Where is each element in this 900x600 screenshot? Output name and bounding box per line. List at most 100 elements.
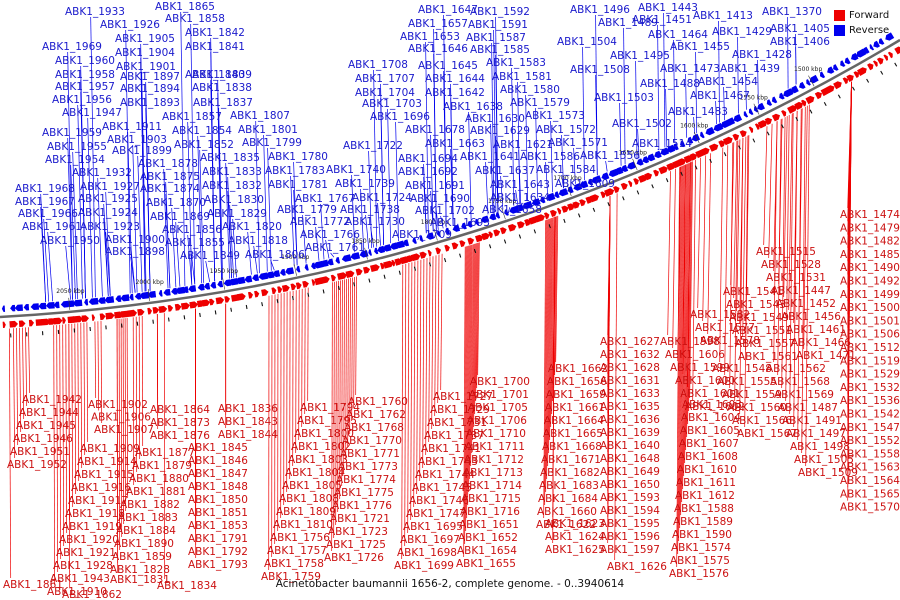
reverse-gene-arrow	[228, 278, 239, 286]
leader-line	[788, 113, 793, 311]
reverse-gene-arrow	[627, 161, 637, 170]
leader-line	[302, 214, 307, 264]
gene-label: ABK1_1590	[672, 529, 732, 541]
gene-label: ABK1_1770	[342, 435, 402, 447]
gene-label: ABK1_1612	[675, 490, 735, 502]
leader-line	[745, 135, 750, 351]
reverse-gene-arrow	[158, 290, 163, 297]
gene-label: ABK1_1741	[421, 443, 481, 455]
gene-label: ABK1_1861	[3, 579, 63, 591]
gene-label: ABK1_1705	[468, 402, 528, 414]
forward-gene-arrow	[319, 276, 330, 284]
scale-tick-label: 1700 kbp	[553, 175, 581, 182]
scale-tick-mark	[364, 247, 368, 260]
gene-label: ABK1_1519	[840, 355, 900, 367]
reverse-gene-arrow	[779, 92, 785, 100]
gene-label: ABK1_1588	[674, 503, 734, 515]
gene-label: ABK1_1642	[425, 87, 485, 99]
leader-line	[551, 217, 555, 415]
leader-line	[380, 97, 384, 245]
gene-label: ABK1_1857	[162, 111, 222, 123]
gene-label: ABK1_1541	[723, 286, 783, 298]
gene-label: ABK1_1626	[607, 561, 667, 573]
leader-line	[270, 259, 275, 271]
gene-label: ABK1_1954	[45, 154, 105, 166]
leader-line	[430, 190, 434, 232]
gene-label: ABK1_1595	[600, 518, 660, 530]
gene-label: ABK1_1932	[72, 167, 132, 179]
leader-line	[546, 219, 550, 480]
gene-label: ABK1_1924	[78, 207, 138, 219]
gene-label: ABK1_1704	[355, 87, 415, 99]
reverse-gene-arrow	[436, 230, 441, 237]
leader-line	[217, 92, 222, 280]
gene-label: ABK1_1804	[285, 467, 345, 479]
gene-label: ABK1_1859	[112, 551, 172, 563]
gene-label: ABK1_1747	[406, 508, 466, 520]
leader-line	[464, 246, 467, 545]
gene-label: ABK1_1869	[150, 211, 210, 223]
leader-line	[723, 86, 725, 121]
forward-gene-arrow	[158, 305, 168, 313]
minor-tick-mark	[795, 116, 799, 122]
reverse-gene-arrow	[531, 198, 541, 206]
reverse-gene-arrow	[311, 262, 316, 270]
gene-label: ABK1_1563	[840, 462, 900, 474]
leader-line	[62, 324, 65, 547]
leader-line	[132, 317, 135, 486]
leader-line	[495, 54, 499, 212]
forward-gene-arrow	[867, 63, 874, 71]
leader-line	[778, 118, 783, 285]
gene-label: ABK1_1631	[600, 375, 660, 387]
gene-label: ABK1_1694	[398, 153, 458, 165]
leader-line	[545, 219, 549, 493]
gene-label: ABK1_1911	[102, 121, 162, 133]
gene-label: ABK1_1495	[610, 50, 670, 62]
gene-label: ABK1_1630	[465, 113, 525, 125]
gene-label: ABK1_1738	[340, 204, 400, 216]
leader-line	[757, 59, 759, 104]
gene-label: ABK1_1699	[394, 560, 454, 572]
reverse-gene-arrow	[304, 264, 309, 271]
reverse-gene-arrow	[203, 282, 211, 290]
reverse-gene-arrow	[327, 258, 334, 266]
leader-line	[783, 116, 788, 298]
leader-line	[781, 117, 786, 389]
leader-line	[763, 126, 768, 246]
leader-line	[468, 111, 472, 220]
legend-label: Forward	[849, 10, 890, 21]
gene-label: ABK1_1841	[185, 41, 245, 53]
gene-label: ABK1_1746	[409, 495, 469, 507]
gene-label: ABK1_1482	[840, 236, 900, 248]
gene-label: ABK1_1852	[174, 139, 234, 151]
gene-label: ABK1_1920	[59, 534, 119, 546]
gene-label: ABK1_1914	[77, 456, 137, 468]
reverse-gene-arrow	[691, 133, 701, 142]
leader-line	[105, 231, 111, 296]
reverse-gene-arrow	[647, 153, 656, 162]
gene-label: ABK1_1806	[245, 249, 305, 261]
gene-label: ABK1_1759	[261, 571, 321, 583]
minor-tick-mark	[291, 295, 294, 301]
gene-label: ABK1_1834	[157, 580, 217, 592]
gene-label: ABK1_1655	[456, 558, 516, 570]
leader-line	[719, 147, 724, 363]
gene-label: ABK1_1479	[840, 222, 900, 234]
gene-label: ABK1_1915	[74, 469, 134, 481]
gene-label: ABK1_1854	[172, 125, 232, 137]
forward-gene-arrow	[887, 51, 893, 59]
reverse-gene-arrow	[188, 285, 197, 293]
leader-line	[736, 139, 741, 312]
minor-tick-mark	[428, 262, 432, 267]
leader-line	[737, 36, 739, 114]
label-leader-lines	[9, 11, 852, 589]
gene-label: ABK1_1574	[671, 542, 731, 554]
reverse-gene-arrow	[545, 192, 556, 201]
minor-tick-mark	[398, 270, 401, 275]
forward-gene-arrow	[549, 209, 557, 217]
gene-label: ABK1_1712	[464, 454, 524, 466]
reverse-gene-arrow	[766, 99, 773, 106]
reverse-gene-arrow	[799, 81, 806, 89]
forward-gene-arrow	[28, 319, 34, 327]
gene-label: ABK1_1682	[540, 467, 600, 479]
